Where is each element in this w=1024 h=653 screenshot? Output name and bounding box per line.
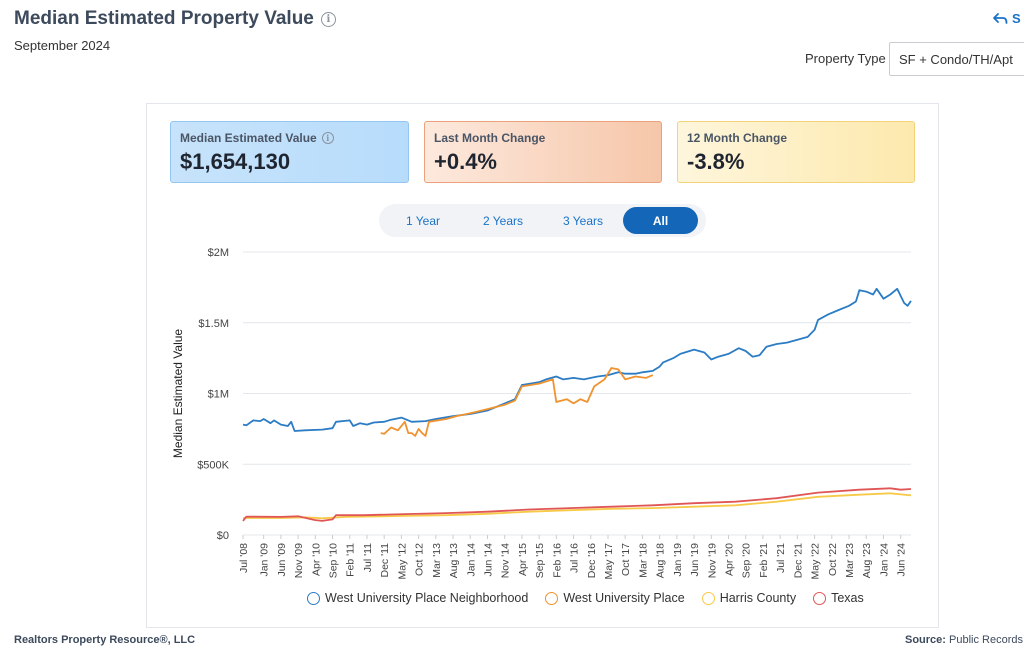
stat-label: Median Estimated Value i <box>180 131 399 145</box>
x-tick-label: Jan '24 <box>878 543 890 577</box>
footer-attribution: Realtors Property Resource®, LLC <box>14 634 196 646</box>
series-line <box>380 367 654 437</box>
x-tick-label: Nov '19 <box>706 543 718 578</box>
legend-label: Texas <box>831 591 864 605</box>
x-tick-label: Jun '09 <box>276 543 288 577</box>
stat-last-month-change: Last Month Change +0.4% <box>424 121 662 183</box>
legend-swatch <box>307 591 320 605</box>
x-tick-label: Jun '24 <box>896 543 908 577</box>
legend-swatch <box>701 591 715 605</box>
x-tick-label: Nov '14 <box>500 543 512 578</box>
x-tick-label: Sep '10 <box>328 543 340 578</box>
x-tick-label: May '22 <box>810 543 822 580</box>
y-tick-label: $0 <box>217 530 229 542</box>
x-tick-label: Jun '14 <box>482 543 494 577</box>
x-tick-label: Dec '11 <box>379 543 391 578</box>
page-subtitle: September 2024 <box>14 38 111 53</box>
x-tick-label: Nov '09 <box>293 543 305 578</box>
x-tick-label: Dec '21 <box>792 543 804 578</box>
chart-legend: West University Place Neighborhood West … <box>307 591 864 605</box>
line-chart: $0 $500K $1M $1.5M $2M Jul '08 Jan '09 Jun '09 N… <box>171 247 912 580</box>
x-tick-label: Mar '18 <box>637 543 649 578</box>
x-tick-label: Jan '19 <box>672 543 684 577</box>
x-tick-label: Apr '15 <box>517 543 529 576</box>
x-tick-label: Mar '13 <box>431 543 443 578</box>
x-tick-label: Jul '08 <box>238 543 250 573</box>
y-tick-label: $1M <box>208 389 229 401</box>
legend-item[interactable]: Harris County <box>701 591 797 605</box>
legend-label: West University Place <box>563 591 685 605</box>
x-tick-label: Jun '19 <box>689 543 701 577</box>
y-tick-label: $2M <box>208 247 229 259</box>
x-tick-label: May '12 <box>396 543 408 580</box>
info-icon[interactable]: i <box>321 132 334 144</box>
property-type-select[interactable]: SF + Condo/TH/Apt <box>889 42 1024 76</box>
x-tick-label: Jan '09 <box>259 543 271 577</box>
x-tick-label: Mar '23 <box>844 543 856 578</box>
x-tick-label: Oct '12 <box>414 543 426 576</box>
tab-1-year[interactable]: 1 Year <box>405 213 441 228</box>
stat-value: +0.4% <box>434 149 497 174</box>
stat-12-month-change: 12 Month Change -3.8% <box>677 121 915 183</box>
x-tick-label: Aug '13 <box>448 543 460 578</box>
stat-label: 12 Month Change <box>687 131 788 145</box>
x-tick-label: Jan '14 <box>465 543 477 577</box>
stat-value: -3.8% <box>687 149 745 174</box>
footer-source: Source: Public Records an <box>905 634 1024 646</box>
page-title-text: Median Estimated Property Value <box>14 8 314 29</box>
x-tick-label: Sep '20 <box>741 543 753 578</box>
chart-card: Median Estimated Value i $1,654,130 Last… <box>146 103 939 628</box>
legend-swatch <box>813 591 827 605</box>
x-tick-label: Jul '11 <box>362 543 374 572</box>
legend-item[interactable]: West University Place Neighborhood <box>307 591 528 605</box>
footer-source-label: Source: <box>905 634 946 646</box>
tab-all[interactable]: All <box>623 207 698 234</box>
tab-3-years[interactable]: 3 Years <box>562 213 604 228</box>
tab-2-years[interactable]: 2 Years <box>482 213 524 228</box>
property-type-label: Property Type <box>805 51 886 66</box>
x-tick-label: Jul '21 <box>775 543 787 573</box>
page-title: Median Estimated Property Value i <box>14 8 336 30</box>
y-axis-label: Median Estimated Value <box>171 329 185 459</box>
legend-swatch <box>545 591 559 605</box>
x-tick-label: May '17 <box>603 543 615 580</box>
stat-value: $1,654,130 <box>180 149 291 174</box>
x-tick-label: Apr '20 <box>724 543 736 576</box>
x-tick-label: Oct '22 <box>827 543 839 576</box>
legend-label: West University Place Neighborhood <box>325 591 529 605</box>
x-tick-label: Feb '21 <box>758 543 770 578</box>
x-tick-label: Feb '11 <box>345 543 357 577</box>
legend-label: Harris County <box>719 591 797 605</box>
x-tick-label: Sep '15 <box>534 543 546 578</box>
x-tick-label: Oct '17 <box>620 543 632 576</box>
x-tick-label: Feb '16 <box>551 543 563 578</box>
series-line <box>243 492 912 520</box>
stat-label-text: Median Estimated Value <box>180 131 317 145</box>
x-tick-label: Jul '16 <box>569 543 581 573</box>
y-tick-label: $500K <box>197 459 229 471</box>
series-line <box>242 287 912 432</box>
x-tick-label: Aug '18 <box>655 543 667 578</box>
y-tick-label: $1.5M <box>198 318 229 330</box>
stat-median-value: Median Estimated Value i $1,654,130 <box>170 121 409 183</box>
share-button[interactable]: S <box>992 11 1021 26</box>
x-tick-label: Apr '10 <box>310 543 322 576</box>
legend-item[interactable]: Texas <box>813 591 864 605</box>
stat-label: Last Month Change <box>434 131 546 145</box>
series-line <box>242 487 912 522</box>
legend-item[interactable]: West University Place <box>545 591 685 605</box>
info-icon[interactable]: i <box>320 11 336 27</box>
range-tabs: 1 Year 2 Years 3 Years All <box>379 204 706 237</box>
share-label: S <box>1012 11 1021 26</box>
x-tick-label: Aug '23 <box>861 543 873 578</box>
footer-source-value: Public Records an <box>949 634 1024 646</box>
share-icon <box>993 12 1008 24</box>
x-tick-label: Dec '16 <box>586 543 598 578</box>
